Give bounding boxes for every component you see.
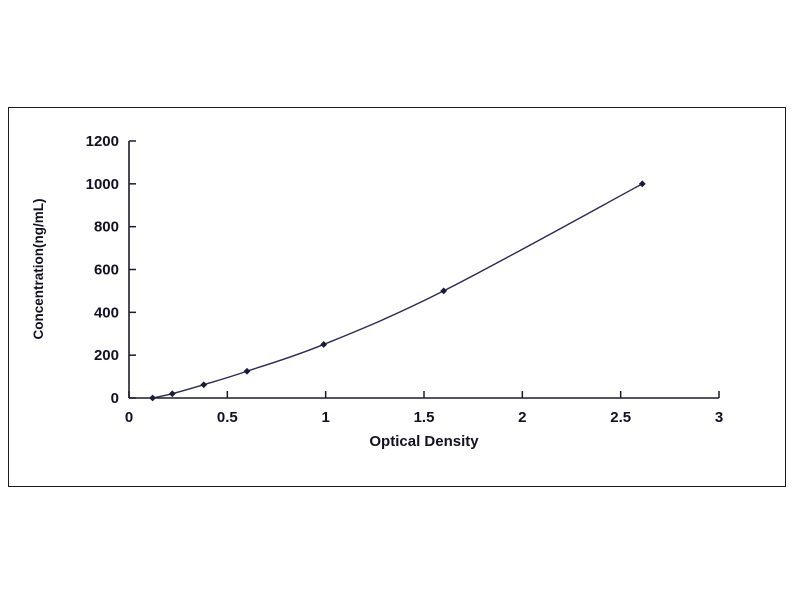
x-axis-tick-labels: 0 0.5 1 1.5 2 2.5 3 bbox=[125, 409, 723, 426]
y-tick-label: 200 bbox=[94, 347, 119, 364]
data-point-marker bbox=[243, 367, 251, 375]
data-point-marker bbox=[149, 394, 156, 402]
x-tick-label: 2 bbox=[518, 409, 526, 426]
x-tick-label: 1 bbox=[321, 409, 329, 426]
series-line-standard-curve bbox=[152, 183, 643, 399]
x-tick-label: 3 bbox=[715, 409, 723, 426]
x-tick-label: 2.5 bbox=[610, 409, 631, 426]
x-tick-label: 0 bbox=[125, 409, 133, 426]
data-point-marker bbox=[638, 180, 646, 188]
chart-frame: 0 200 400 600 800 1000 1200 0 0.5 1 1.5 2 2.5 3 Opti… bbox=[8, 107, 786, 487]
y-tick-label: 600 bbox=[94, 262, 119, 279]
data-point-marker bbox=[168, 390, 176, 398]
series-markers bbox=[149, 180, 646, 402]
data-point-marker bbox=[200, 381, 208, 389]
data-point-marker bbox=[440, 287, 448, 295]
y-tick-label: 800 bbox=[94, 219, 119, 236]
y-tick-label: 0 bbox=[111, 390, 119, 407]
y-tick-label: 1200 bbox=[86, 133, 119, 150]
standard-curve-chart: 0 200 400 600 800 1000 1200 0 0.5 1 1.5 2 2.5 3 Opti… bbox=[31, 133, 723, 450]
y-tick-label: 400 bbox=[94, 304, 119, 321]
y-axis-tick-labels: 0 200 400 600 800 1000 1200 bbox=[86, 133, 119, 407]
data-point-marker bbox=[320, 341, 328, 348]
y-axis-ticks bbox=[129, 140, 136, 399]
x-tick-label: 1.5 bbox=[414, 409, 435, 426]
x-axis-title: Optical Density bbox=[369, 433, 479, 450]
x-tick-label: 0.5 bbox=[217, 409, 238, 426]
y-tick-label: 1000 bbox=[86, 176, 119, 193]
x-axis-ticks bbox=[128, 391, 720, 398]
y-axis-title: Concentration(ng/mL) bbox=[31, 199, 46, 340]
